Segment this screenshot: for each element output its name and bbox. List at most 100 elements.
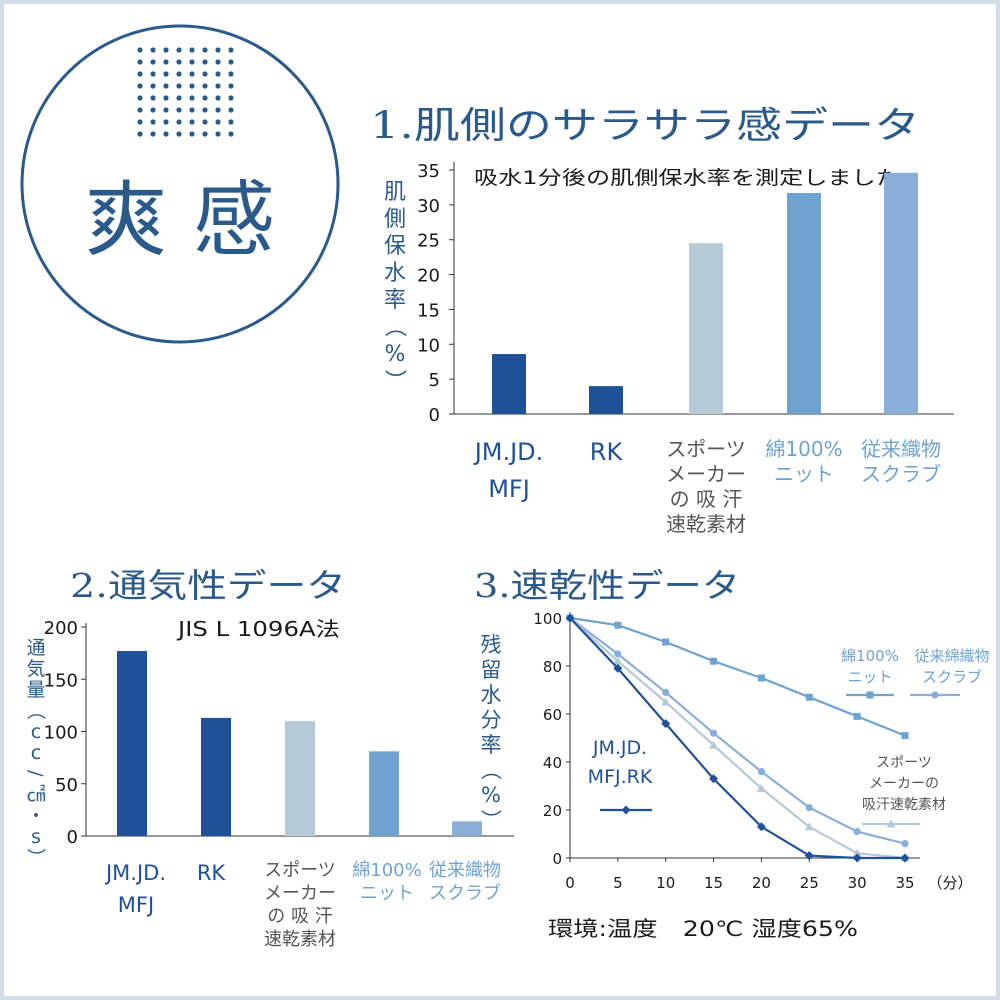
x-tick-label: RK xyxy=(590,438,624,466)
legend-marker xyxy=(886,819,896,828)
dot xyxy=(189,47,195,53)
legend-label: スポーツ xyxy=(876,755,932,771)
y-tick-label: 200 xyxy=(44,618,78,639)
y-tick-label: 20 xyxy=(417,266,440,287)
legend-marker xyxy=(866,691,874,699)
data-point xyxy=(709,740,719,749)
data-point xyxy=(804,822,814,831)
x-tick-label: 15 xyxy=(704,874,723,892)
x-tick-label: スクラブ xyxy=(861,462,941,486)
ylabel-char: 残 xyxy=(481,633,502,657)
dot xyxy=(150,59,156,65)
dot xyxy=(176,59,182,65)
legend-marker xyxy=(621,805,631,815)
ylabel-char: 留 xyxy=(481,658,502,682)
x-tick-label: の 吸 汗 xyxy=(267,906,332,927)
dot xyxy=(228,59,234,65)
data-point xyxy=(852,853,862,863)
dot xyxy=(202,131,208,137)
x-tick-label: MFJ xyxy=(488,475,530,503)
ylabel-char: 率 xyxy=(481,733,502,757)
ylabel-char: 通 xyxy=(26,637,45,659)
dot xyxy=(176,95,182,101)
dot xyxy=(163,83,169,89)
dot xyxy=(202,107,208,113)
x-tick-label: 5 xyxy=(613,874,623,892)
badge-label: 爽 感 xyxy=(85,173,275,268)
bar xyxy=(492,354,526,414)
x-tick-label: 25 xyxy=(800,874,819,892)
chart-2-subtitle: JIS L 1096A法 xyxy=(176,617,340,641)
dot xyxy=(163,119,169,125)
x-tick-label: RK xyxy=(197,861,227,885)
x-tick-label: 0 xyxy=(565,874,575,892)
x-tick-label: スポーツ xyxy=(666,437,746,461)
x-tick-label: 従来織物 xyxy=(861,437,941,461)
y-tick-label: 80 xyxy=(543,658,562,676)
dot xyxy=(228,107,234,113)
ylabel-char: % xyxy=(481,783,501,807)
dot xyxy=(228,47,234,53)
x-tick-label: 綿100% xyxy=(765,437,842,461)
dot xyxy=(176,131,182,137)
dot xyxy=(202,83,208,89)
dot xyxy=(228,71,234,77)
x-tick-label: MFJ xyxy=(118,893,154,917)
dot xyxy=(189,107,195,113)
dot xyxy=(150,131,156,137)
dot xyxy=(137,131,143,137)
ylabel-char: 側 xyxy=(384,207,406,232)
y-tick-label: 30 xyxy=(417,196,440,217)
data-point xyxy=(804,851,814,861)
dot xyxy=(189,131,195,137)
chart-1-subtitle: 吸水1分後の肌側保水率を測定しました。 xyxy=(474,167,924,189)
dot xyxy=(215,119,221,125)
y-tick-label: 100 xyxy=(44,723,78,744)
x-tick-label: ニット xyxy=(774,462,834,486)
y-tick-label: 50 xyxy=(55,775,78,796)
y-tick-label: 150 xyxy=(44,670,78,691)
dot xyxy=(163,131,169,137)
chart-3-title: 3.速乾性データ xyxy=(474,566,740,605)
dot xyxy=(176,107,182,113)
legend-label: 吸汗速乾素材 xyxy=(862,797,946,813)
ylabel-char: 率 xyxy=(384,288,406,313)
chart-2: 2.通気性データ JIS L 1096A法 通気量（cc/㎠・s） 050100… xyxy=(24,566,514,950)
dot xyxy=(215,95,221,101)
dot xyxy=(150,71,156,77)
bar xyxy=(285,721,315,836)
chart-3-plot: 0 20 40 60 80 100 0 5 10 15 20 25 30 35 （分） 綿100% ニット 従来綿… xyxy=(533,610,989,892)
data-point xyxy=(565,613,575,623)
legend-label: MFJ.RK xyxy=(588,766,653,788)
chart-2-title: 2.通気性データ xyxy=(70,566,346,605)
ylabel-char: 気 xyxy=(26,658,45,680)
ylabel-char: c xyxy=(31,742,41,764)
dot xyxy=(189,59,195,65)
bar xyxy=(589,386,623,414)
y-tick-label: 0 xyxy=(67,827,78,848)
data-point xyxy=(662,638,670,646)
dot xyxy=(215,83,221,89)
data-point xyxy=(805,693,813,701)
dot xyxy=(189,83,195,89)
dot xyxy=(150,83,156,89)
ylabel-char: 水 xyxy=(481,683,502,707)
dot xyxy=(150,95,156,101)
data-point xyxy=(709,774,719,784)
dot xyxy=(163,107,169,113)
data-point xyxy=(709,729,718,737)
dot xyxy=(163,59,169,65)
dot xyxy=(215,59,221,65)
y-tick-label: 0 xyxy=(552,850,562,868)
legend-label: 従来綿織物 xyxy=(914,647,989,665)
dot xyxy=(150,107,156,113)
bar xyxy=(787,193,821,414)
dot xyxy=(215,71,221,77)
dot xyxy=(202,59,208,65)
bar xyxy=(884,172,918,414)
x-tick-label: メーカー xyxy=(666,462,746,486)
dot xyxy=(228,131,234,137)
dot xyxy=(163,71,169,77)
data-point xyxy=(805,804,813,812)
